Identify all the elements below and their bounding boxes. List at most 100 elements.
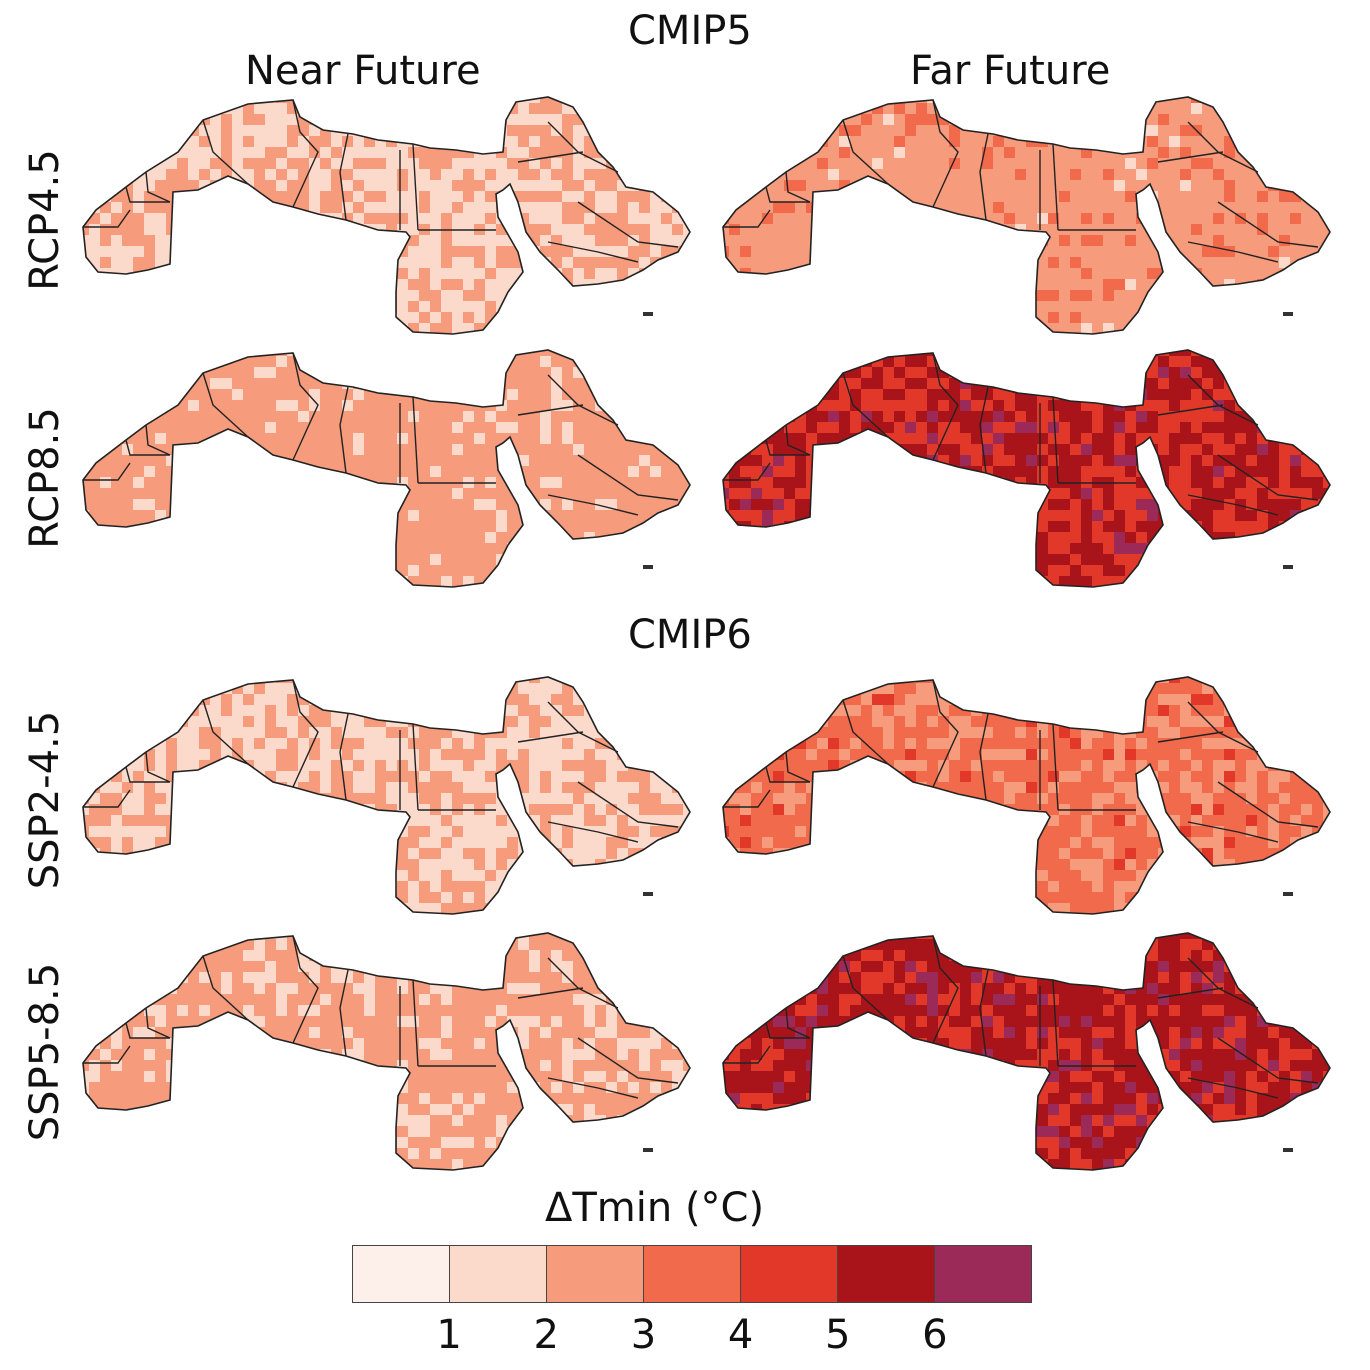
- grid-cell: [122, 301, 133, 312]
- grid-cell: [452, 939, 463, 950]
- grid-cell: [606, 312, 617, 323]
- grid-cell: [949, 125, 960, 136]
- grid-cell: [1290, 950, 1301, 961]
- grid-cell: [1290, 1115, 1301, 1126]
- grid-cell: [740, 1115, 751, 1126]
- grid-cell: [683, 136, 690, 147]
- grid-cell: [1213, 521, 1224, 532]
- grid-cell: [1026, 367, 1037, 378]
- grid-cell: [806, 1005, 817, 1016]
- grid-cell: [441, 870, 452, 881]
- grid-cell: [617, 826, 628, 837]
- grid-cell: [993, 994, 1004, 1005]
- grid-cell: [562, 301, 573, 312]
- grid-cell: [155, 914, 166, 917]
- grid-cell: [309, 749, 320, 760]
- grid-cell: [375, 312, 386, 323]
- country-border: [125, 766, 170, 783]
- grid-cell: [628, 1148, 639, 1159]
- grid-cell: [1290, 760, 1301, 771]
- grid-cell: [276, 815, 287, 826]
- grid-cell: [496, 848, 507, 859]
- grid-cell: [1213, 477, 1224, 488]
- grid-cell: [762, 914, 773, 917]
- grid-cell: [1048, 961, 1059, 972]
- grid-cell: [1202, 677, 1213, 683]
- grid-cell: [1213, 510, 1224, 521]
- grid-cell: [562, 213, 573, 224]
- grid-cell: [1202, 694, 1213, 705]
- grid-cell: [1290, 738, 1301, 749]
- grid-cell: [1213, 543, 1224, 554]
- grid-cell: [817, 1071, 828, 1082]
- grid-cell: [452, 246, 463, 257]
- grid-cell: [595, 257, 606, 268]
- grid-cell: [639, 804, 650, 815]
- grid-cell: [1070, 1071, 1081, 1082]
- grid-cell: [397, 97, 408, 103]
- grid-cell: [883, 848, 894, 859]
- grid-cell: [916, 433, 927, 444]
- grid-cell: [1048, 939, 1059, 950]
- grid-cell: [861, 400, 872, 411]
- grid-cell: [1037, 400, 1048, 411]
- grid-cell: [210, 554, 221, 565]
- grid-cell: [375, 683, 386, 694]
- grid-cell: [850, 411, 861, 422]
- grid-cell: [740, 510, 751, 521]
- grid-cell: [83, 191, 89, 202]
- grid-cell: [100, 881, 111, 892]
- grid-cell: [485, 771, 496, 782]
- grid-cell: [740, 301, 751, 312]
- grid-cell: [1081, 815, 1092, 826]
- grid-cell: [1048, 771, 1059, 782]
- grid-cell: [795, 1038, 806, 1049]
- grid-cell: [795, 1104, 806, 1115]
- grid-cell: [817, 950, 828, 961]
- grid-cell: [729, 224, 740, 235]
- grid-cell: [650, 870, 661, 881]
- country-border: [1157, 731, 1224, 743]
- grid-cell: [166, 323, 177, 334]
- grid-cell: [1136, 760, 1147, 771]
- grid-cell: [773, 694, 784, 705]
- grid-cell: [298, 202, 309, 213]
- grid-cell: [1158, 400, 1169, 411]
- grid-cell: [872, 1115, 883, 1126]
- grid-cell: [331, 760, 342, 771]
- country-border: [125, 439, 170, 456]
- grid-cell: [672, 1071, 683, 1082]
- grid-cell: [287, 301, 298, 312]
- grid-cell: [232, 202, 243, 213]
- grid-cell: [232, 389, 243, 400]
- grid-cell: [188, 290, 199, 301]
- grid-cell: [938, 1148, 949, 1159]
- grid-cell: [243, 521, 254, 532]
- grid-cell: [960, 510, 971, 521]
- grid-cell: [905, 961, 916, 972]
- grid-cell: [529, 983, 540, 994]
- grid-cell: [375, 705, 386, 716]
- grid-cell: [1301, 400, 1312, 411]
- grid-cell: [839, 378, 850, 389]
- grid-cell: [331, 1060, 342, 1071]
- grid-cell: [1169, 1005, 1180, 1016]
- grid-cell: [584, 1104, 595, 1115]
- grid-cell: [927, 994, 938, 1005]
- country-border: [517, 404, 584, 416]
- grid-cell: [1180, 1159, 1191, 1170]
- grid-cell: [507, 804, 518, 815]
- grid-cell: [905, 881, 916, 892]
- grid-cell: [1070, 367, 1081, 378]
- grid-cell: [883, 350, 894, 356]
- grid-cell: [188, 881, 199, 892]
- grid-cell: [276, 400, 287, 411]
- grid-cell: [144, 576, 155, 587]
- grid-cell: [83, 1082, 89, 1093]
- grid-cell: [740, 837, 751, 848]
- grid-cell: [419, 191, 430, 202]
- grid-cell: [287, 279, 298, 290]
- grid-cell: [276, 246, 287, 257]
- grid-cell: [1323, 881, 1330, 892]
- grid-cell: [1081, 972, 1092, 983]
